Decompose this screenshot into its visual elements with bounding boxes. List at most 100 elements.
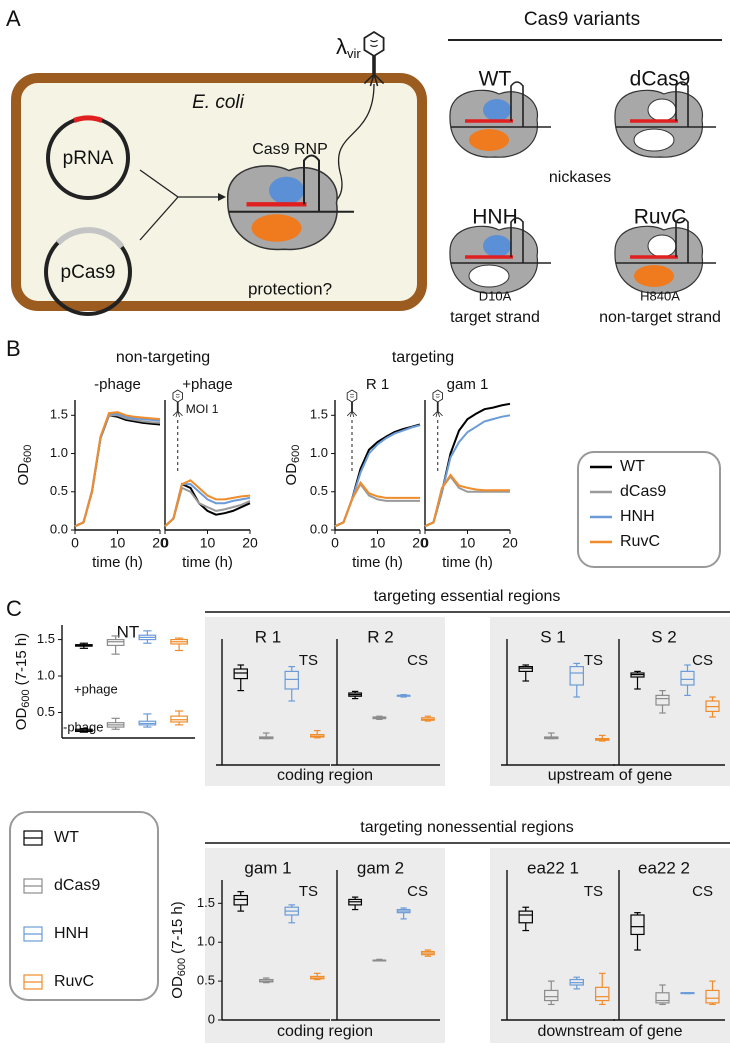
strand-label: TS (299, 652, 318, 669)
panel-label: C (6, 596, 22, 621)
x-axis-label: time (h) (182, 554, 233, 571)
chart-title: ea22 2 (638, 858, 690, 877)
chart-title: gam 1 (244, 858, 291, 877)
y-axis-label-part: OD (169, 976, 186, 999)
y-tick-label: 1.0 (197, 934, 215, 949)
box (569, 665, 584, 686)
complex-label: Cas9 RNP (252, 141, 328, 158)
box (655, 694, 670, 706)
chart-title: gam 1 (447, 376, 489, 393)
chart-title: R 1 (255, 627, 281, 646)
y-tick-label: 0.5 (37, 704, 55, 719)
group-label: +phage (74, 681, 118, 696)
section-title: targeting essential regions (374, 588, 561, 605)
group-title: non-targeting (116, 349, 210, 366)
y-axis-label: OD600 (7-15 h) (13, 633, 32, 730)
y-axis-label-part: (7-15 h) (13, 633, 30, 686)
arrow-head (218, 193, 226, 201)
x-tick-label: 20 (412, 535, 428, 551)
chart-title: R 2 (367, 627, 393, 646)
y-axis-label-part: OD (283, 463, 300, 486)
panel-bg (490, 848, 730, 1043)
x-tick-label: 0 (421, 535, 429, 551)
annotation: MOI 1 (186, 402, 219, 416)
x-tick-label: 10 (110, 535, 126, 551)
y-axis-label-part: 600 (290, 445, 302, 463)
y-axis-label: OD600 (283, 445, 302, 486)
box (518, 665, 533, 672)
arrow (139, 169, 218, 241)
box (655, 992, 670, 1004)
x-tick-label: 0 (161, 535, 169, 551)
box (233, 894, 248, 906)
y-axis-label: OD600 (15, 445, 34, 486)
phage-symbol: λ (336, 34, 347, 59)
section-title: targeting nonessential regions (360, 819, 573, 836)
series-line (334, 482, 420, 528)
strand-label: TS (584, 883, 603, 900)
y-tick-label: 0 (208, 1011, 215, 1026)
legend-label: HNH (620, 508, 655, 525)
phage-subscript: vir (347, 46, 361, 61)
y-tick-label: 1.5 (37, 631, 55, 646)
y-axis-label: OD600 (7-15 h) (169, 901, 188, 998)
chart-title: S 1 (540, 627, 566, 646)
legend-label: RuvC (620, 533, 660, 550)
region-label: coding region (277, 1023, 373, 1040)
series-line (424, 473, 510, 528)
legend-label: dCas9 (620, 483, 666, 500)
x-tick-label: 0 (71, 535, 79, 551)
region-label: upstream of gene (548, 767, 673, 784)
mutation: H840A (640, 288, 680, 303)
y-tick-label: 0.5 (50, 483, 68, 498)
y-axis-label-part: 600 (20, 689, 32, 707)
legend-box (577, 451, 721, 568)
y-axis-label-part: 600 (22, 445, 34, 463)
y-tick-label: 1.5 (197, 895, 215, 910)
chart-title: -phage (94, 376, 141, 393)
box (106, 638, 125, 647)
plasmid-label: pCas9 (61, 262, 116, 283)
x-axis-label: time (h) (442, 554, 493, 571)
box (680, 670, 695, 686)
legend-label: WT (620, 458, 645, 475)
box (233, 668, 248, 680)
legend-label: dCas9 (54, 877, 100, 894)
phage-icon (346, 389, 358, 418)
panel-label: A (6, 6, 21, 31)
variant-name: RuvC (634, 206, 687, 229)
plasmid-insert (55, 227, 125, 249)
series-line (334, 480, 420, 528)
y-axis-label-part: OD (15, 463, 32, 486)
variants-title: Cas9 variants (524, 9, 640, 30)
box (595, 986, 610, 1002)
cas9-wt (449, 80, 553, 158)
panel-label: B (6, 336, 21, 361)
y-axis-label-part: OD (13, 708, 30, 731)
cas9-hnh (449, 216, 553, 294)
box (284, 670, 299, 690)
legend-box (9, 811, 159, 1001)
legend-label: WT (54, 829, 79, 846)
strand-label: CS (692, 883, 713, 900)
group-title: targeting (392, 349, 454, 366)
y-tick-label: 1.0 (310, 445, 328, 460)
y-tick-label: 0.5 (197, 973, 215, 988)
x-tick-label: 20 (152, 535, 168, 551)
group-label: -phage (63, 719, 103, 734)
phage-icon (432, 389, 443, 418)
panel-bg (205, 617, 445, 786)
series-line (164, 486, 251, 527)
region-label: coding region (277, 767, 373, 784)
x-axis-label: time (h) (92, 554, 143, 571)
legend-label: HNH (54, 925, 89, 942)
plasmid-label: pRNA (63, 148, 114, 169)
phage-icon (172, 389, 184, 418)
y-axis-label-part: (7-15 h) (169, 901, 186, 954)
chart-title: gam 2 (357, 858, 404, 877)
box (705, 989, 720, 1004)
box (170, 715, 188, 723)
strand-label: CS (692, 652, 713, 669)
x-tick-label: 10 (370, 535, 386, 551)
